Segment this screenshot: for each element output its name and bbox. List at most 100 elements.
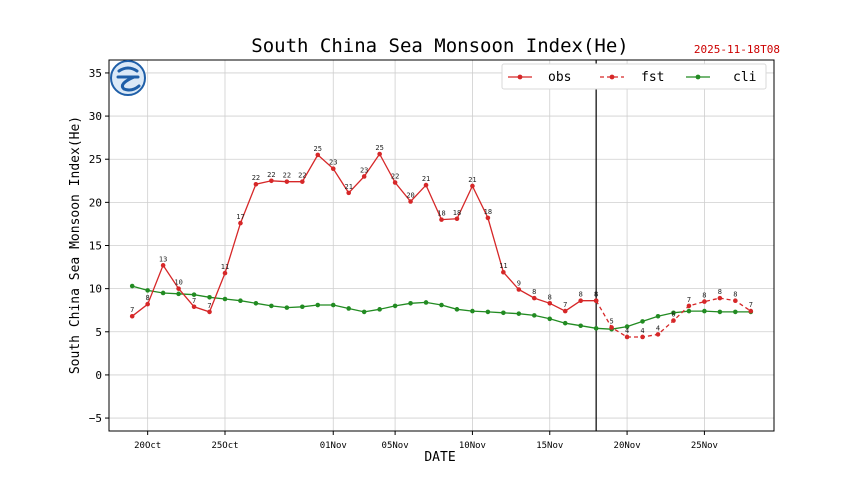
- data-point-cli: [470, 308, 475, 314]
- data-label-obs: 21: [344, 183, 352, 191]
- data-label-obs: 20: [406, 191, 414, 199]
- data-point-cli: [191, 292, 197, 297]
- data-label-fst: 7: [687, 296, 691, 304]
- data-label-fst: 7: [749, 301, 753, 309]
- data-point-obs: [531, 295, 537, 301]
- data-label-fst: 5: [610, 317, 614, 325]
- plot-frame: [108, 59, 775, 432]
- data-point-obs: [361, 174, 367, 179]
- data-point-cli: [624, 324, 630, 329]
- y-tick-label: 5: [95, 326, 102, 339]
- data-label-fst: 8: [733, 291, 737, 299]
- data-point-obs: [578, 298, 583, 304]
- data-point-fst: [686, 303, 692, 309]
- data-label-obs: 10: [174, 279, 182, 287]
- data-point-obs: [160, 263, 166, 268]
- data-point-cli: [593, 326, 599, 331]
- data-point-fst: [717, 295, 723, 301]
- data-label-obs: 11: [221, 263, 229, 271]
- y-tick-label: 35: [89, 67, 102, 80]
- legend-label-fst: fst: [641, 70, 664, 85]
- x-tick-label: 20Nov: [614, 441, 641, 451]
- x-tick-label: 10Nov: [459, 441, 486, 451]
- grid: [109, 60, 774, 431]
- x-tick-label: 20Oct: [134, 441, 161, 451]
- data-point-cli: [485, 309, 491, 315]
- data-label-fst: 6: [671, 311, 675, 319]
- data-label-obs: 8: [548, 293, 552, 301]
- data-point-obs: [191, 304, 197, 310]
- data-point-cli: [207, 294, 212, 300]
- y-tick-label: 15: [89, 240, 102, 253]
- data-point-cli: [129, 283, 135, 289]
- data-label-obs: 8: [532, 288, 536, 296]
- data-point-cli: [454, 307, 460, 312]
- data-point-obs: [176, 286, 181, 291]
- data-label-obs: 25: [314, 145, 322, 153]
- data-point-cli: [300, 304, 305, 310]
- data-point-cli: [145, 288, 150, 293]
- data-label-obs: 7: [130, 306, 134, 314]
- x-tick-label: 05Nov: [382, 441, 409, 451]
- data-point-cli: [377, 307, 382, 312]
- legend-label-obs: obs: [548, 70, 571, 85]
- data-label-fst: 8: [702, 292, 706, 300]
- data-point-fst: [609, 325, 614, 330]
- legend-entry-obs: obs: [508, 70, 571, 85]
- data-point-fst: [702, 299, 707, 304]
- data-point-cli: [439, 302, 444, 308]
- data-label-fst: 8: [594, 291, 598, 299]
- data-point-obs: [439, 217, 444, 222]
- data-label-obs: 7: [192, 297, 196, 305]
- data-point-obs: [516, 287, 522, 292]
- data-label-obs: 7: [563, 301, 567, 309]
- data-label-obs: 21: [422, 175, 430, 183]
- data-label-obs: 23: [360, 166, 368, 174]
- legend-box: [501, 63, 767, 90]
- data-label-obs: 22: [267, 171, 275, 179]
- data-label-fst: 4: [640, 327, 644, 335]
- data-point-fst: [733, 298, 738, 304]
- data-label-obs: 22: [283, 172, 291, 180]
- data-point-cli: [176, 291, 181, 297]
- data-point-cli: [315, 302, 321, 308]
- timestamp-label: 2025-11-18T08: [694, 43, 780, 56]
- data-point-obs: [423, 182, 429, 188]
- data-point-obs: [284, 179, 290, 184]
- data-point-obs: [315, 152, 321, 158]
- data-point-cli: [640, 319, 645, 324]
- data-label-obs: 8: [146, 294, 150, 302]
- data-point-obs: [377, 151, 382, 157]
- data-point-obs: [454, 216, 460, 222]
- y-tick-label: −5: [89, 412, 102, 425]
- chart-title: South China Sea Monsoon Index(He): [251, 35, 629, 57]
- data-point-obs: [129, 313, 135, 319]
- data-label-obs: 18: [437, 210, 445, 218]
- data-label-obs: 21: [468, 176, 476, 184]
- data-point-cli: [392, 303, 398, 309]
- data-point-cli: [284, 305, 290, 310]
- x-tick-label: 25Nov: [691, 441, 718, 451]
- data-point-fst: [624, 334, 630, 340]
- y-tick-label: 25: [89, 153, 102, 166]
- data-point-obs: [501, 269, 506, 275]
- y-tick-label: 20: [89, 196, 102, 209]
- data-point-cli: [733, 309, 738, 315]
- data-point-obs: [222, 270, 228, 276]
- data-point-cli: [686, 308, 692, 314]
- data-label-obs: 13: [159, 255, 167, 263]
- data-point-obs: [547, 301, 553, 306]
- legend-label-cli: cli: [733, 70, 756, 85]
- data-label-obs: 23: [329, 159, 337, 167]
- data-point-obs: [330, 166, 336, 172]
- data-point-cli: [222, 296, 228, 302]
- data-point-obs: [238, 220, 243, 226]
- data-point-cli: [330, 302, 336, 308]
- data-point-obs: [269, 178, 274, 184]
- data-label-fst: 4: [625, 327, 629, 335]
- data-point-cli: [361, 309, 367, 315]
- data-point-fst: [671, 318, 676, 323]
- data-label-obs: 18: [484, 208, 492, 216]
- data-point-obs: [207, 309, 212, 315]
